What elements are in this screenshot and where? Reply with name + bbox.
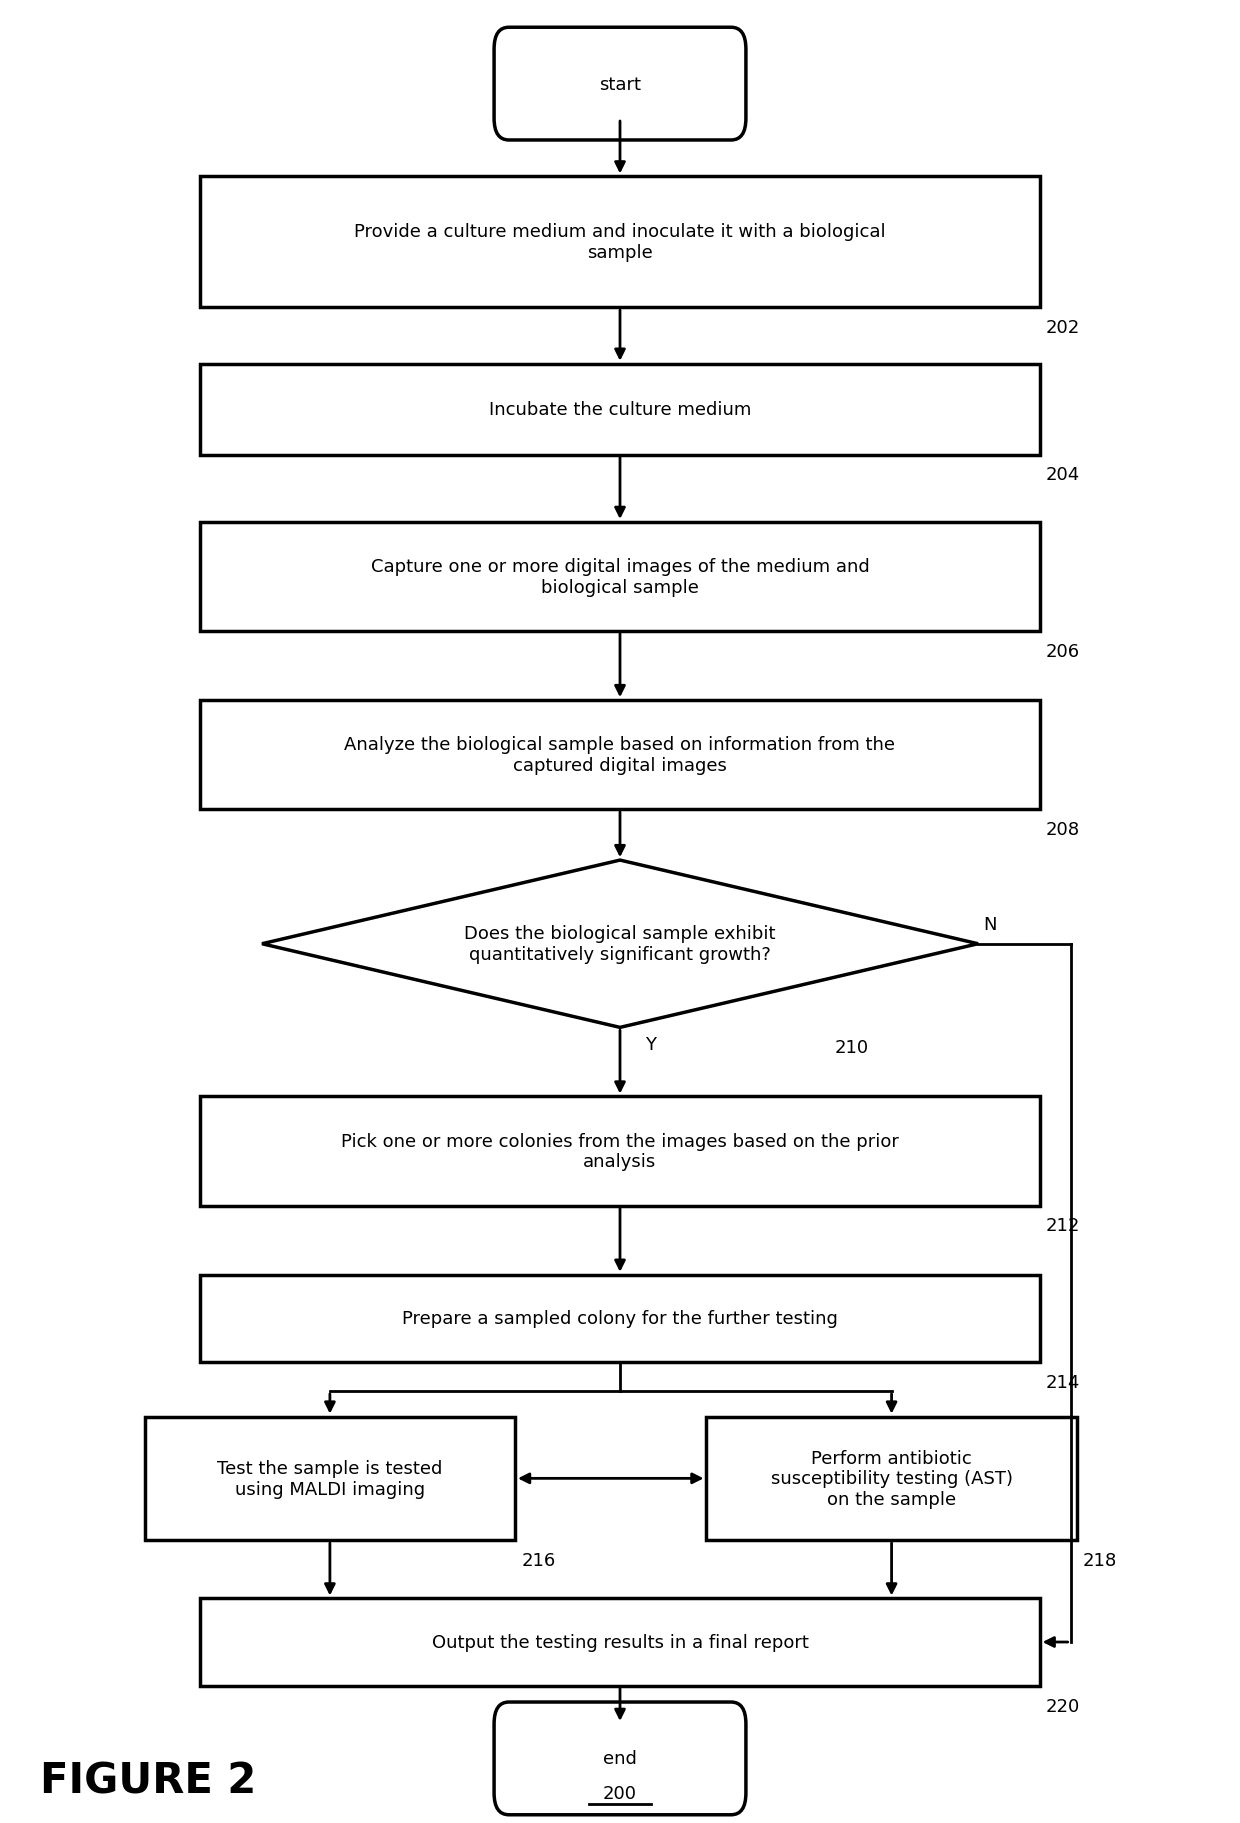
Text: 212: 212	[1045, 1216, 1080, 1234]
Bar	[201, 523, 1039, 631]
Text: 206: 206	[1045, 642, 1080, 660]
Text: 204: 204	[1045, 467, 1080, 485]
Text: 214: 214	[1045, 1373, 1080, 1391]
Bar	[201, 700, 1039, 809]
Bar	[201, 365, 1039, 456]
Text: Analyze the biological sample based on information from the
captured digital ima: Analyze the biological sample based on i…	[345, 736, 895, 775]
Text: N: N	[983, 915, 997, 933]
Text: Perform antibiotic
susceptibility testing (AST)
on the sample: Perform antibiotic susceptibility testin…	[770, 1449, 1013, 1508]
Polygon shape	[262, 860, 978, 1028]
Text: FIGURE 2: FIGURE 2	[40, 1759, 257, 1801]
Text: 200: 200	[603, 1785, 637, 1803]
Text: 220: 220	[1045, 1697, 1080, 1715]
Text: Incubate the culture medium: Incubate the culture medium	[489, 401, 751, 419]
Text: Test the sample is tested
using MALDI imaging: Test the sample is tested using MALDI im…	[217, 1458, 443, 1499]
Bar	[145, 1416, 515, 1540]
Bar	[201, 1274, 1039, 1362]
Text: Capture one or more digital images of the medium and
biological sample: Capture one or more digital images of th…	[371, 558, 869, 596]
Text: 208: 208	[1045, 820, 1080, 839]
Text: 216: 216	[521, 1551, 556, 1570]
Text: Pick one or more colonies from the images based on the prior
analysis: Pick one or more colonies from the image…	[341, 1132, 899, 1170]
Text: start: start	[599, 75, 641, 93]
Text: end: end	[603, 1750, 637, 1768]
Text: 202: 202	[1045, 319, 1080, 337]
Text: 210: 210	[835, 1039, 869, 1057]
Text: Output the testing results in a final report: Output the testing results in a final re…	[432, 1633, 808, 1652]
Bar	[201, 1599, 1039, 1686]
Text: Y: Y	[645, 1035, 656, 1054]
Bar	[707, 1416, 1076, 1540]
FancyBboxPatch shape	[494, 27, 746, 140]
FancyBboxPatch shape	[494, 1703, 746, 1814]
Bar	[201, 1097, 1039, 1207]
Bar	[201, 177, 1039, 308]
Text: Provide a culture medium and inoculate it with a biological
sample: Provide a culture medium and inoculate i…	[355, 222, 885, 263]
Text: Does the biological sample exhibit
quantitatively significant growth?: Does the biological sample exhibit quant…	[464, 924, 776, 964]
Text: 218: 218	[1083, 1551, 1117, 1570]
Text: Prepare a sampled colony for the further testing: Prepare a sampled colony for the further…	[402, 1309, 838, 1327]
